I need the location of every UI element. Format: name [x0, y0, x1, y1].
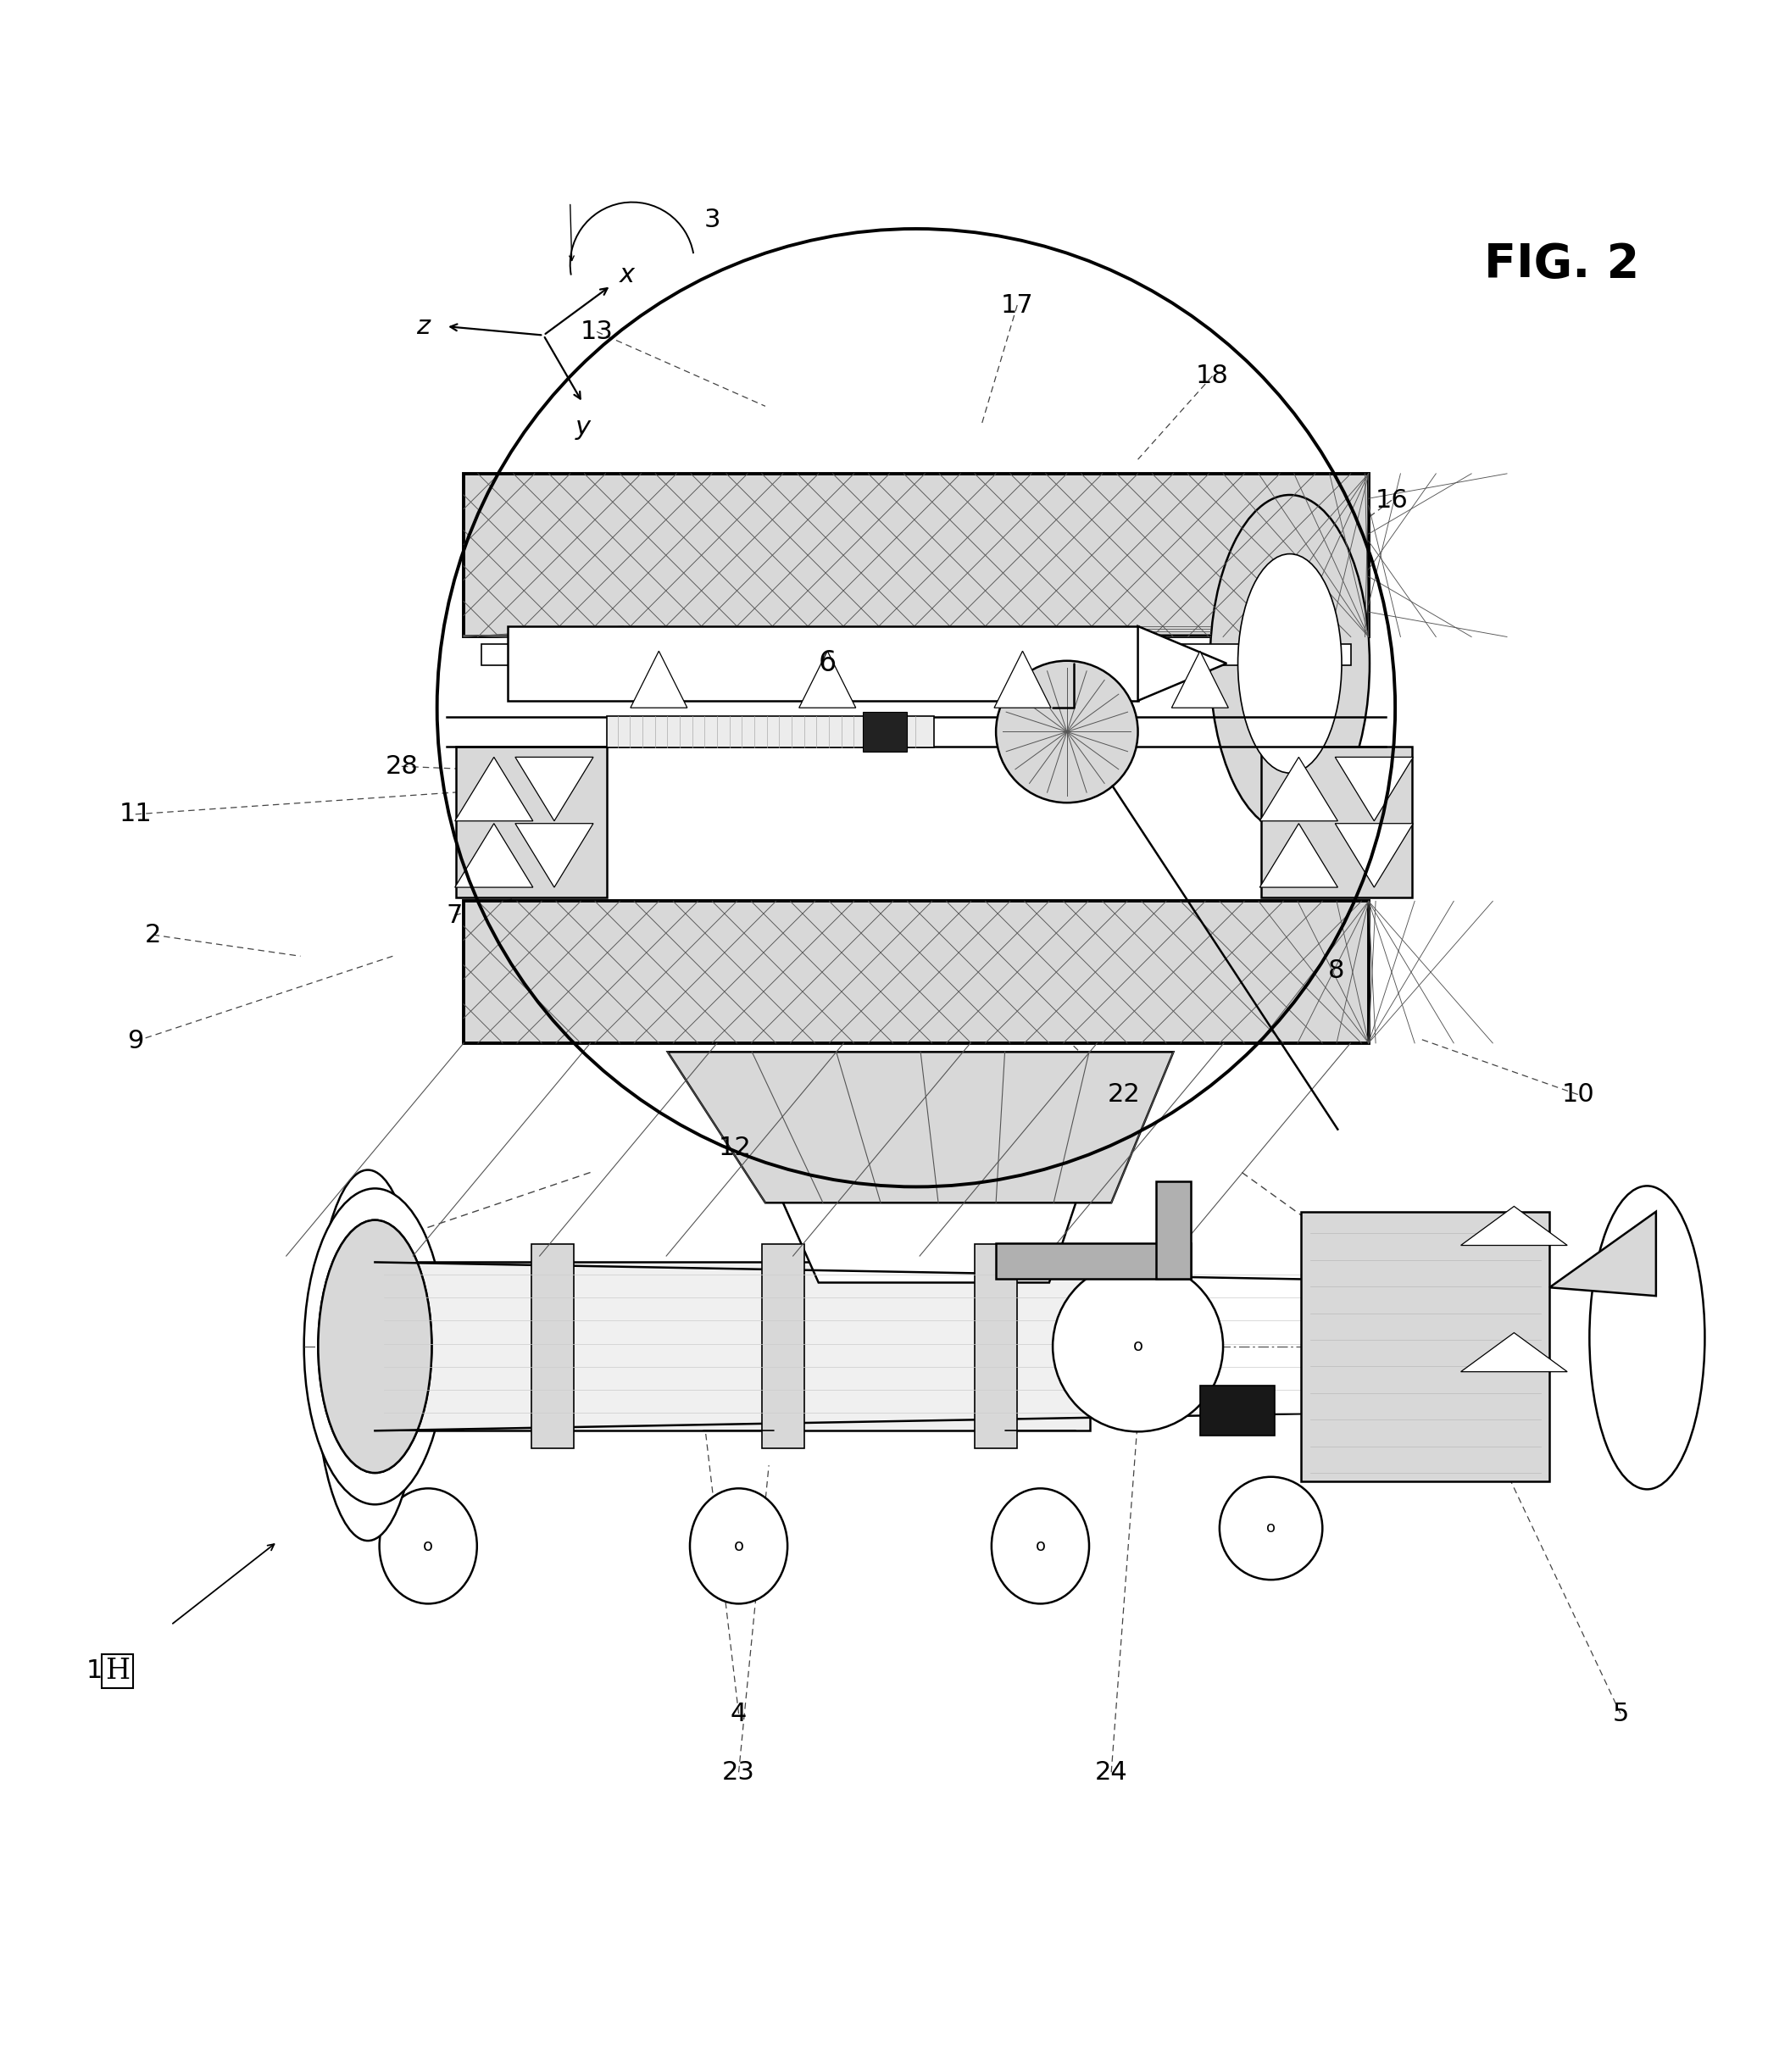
Text: o: o — [423, 1537, 434, 1554]
Circle shape — [996, 661, 1139, 802]
Text: 24: 24 — [1094, 1759, 1128, 1784]
Ellipse shape — [315, 1171, 422, 1542]
Ellipse shape — [1210, 495, 1370, 833]
Bar — [863, 713, 907, 752]
Polygon shape — [516, 823, 592, 887]
Bar — [761, 1245, 804, 1448]
Polygon shape — [1334, 756, 1413, 821]
Text: x: x — [619, 263, 635, 288]
Polygon shape — [1260, 823, 1338, 887]
Ellipse shape — [304, 1189, 447, 1504]
Text: o: o — [733, 1537, 744, 1554]
Text: 7: 7 — [447, 903, 463, 928]
Polygon shape — [516, 756, 592, 821]
Text: o: o — [1035, 1537, 1046, 1554]
Text: 12: 12 — [719, 1135, 751, 1160]
Text: H: H — [105, 1658, 130, 1685]
Text: 2: 2 — [144, 922, 162, 947]
Text: 18: 18 — [1195, 365, 1229, 387]
Polygon shape — [1334, 823, 1413, 887]
Polygon shape — [630, 651, 687, 709]
Ellipse shape — [1238, 553, 1341, 773]
Bar — [607, 715, 934, 748]
Text: 9: 9 — [128, 1030, 144, 1053]
Bar — [464, 474, 1368, 636]
Text: FIG. 2: FIG. 2 — [1484, 242, 1638, 288]
Polygon shape — [1461, 1206, 1567, 1245]
Text: 10: 10 — [1562, 1082, 1594, 1106]
Polygon shape — [1461, 1332, 1567, 1372]
Polygon shape — [1103, 626, 1210, 636]
Bar — [464, 901, 1368, 1042]
Polygon shape — [783, 1202, 1076, 1283]
Polygon shape — [464, 477, 623, 636]
Text: z: z — [416, 315, 431, 338]
Text: 1: 1 — [87, 1660, 103, 1682]
Polygon shape — [1260, 756, 1338, 821]
Bar — [532, 1245, 573, 1448]
Text: 3: 3 — [704, 207, 720, 232]
Text: 22: 22 — [1107, 1082, 1140, 1106]
Text: o: o — [1267, 1521, 1276, 1535]
Bar — [1261, 746, 1413, 897]
Text: y: y — [575, 414, 591, 439]
Bar — [1156, 1181, 1192, 1278]
Ellipse shape — [318, 1220, 432, 1473]
Bar — [996, 1243, 1192, 1278]
Ellipse shape — [690, 1488, 788, 1604]
Text: o: o — [1133, 1339, 1142, 1355]
Ellipse shape — [1220, 1477, 1322, 1579]
Text: 11: 11 — [119, 802, 151, 827]
Polygon shape — [994, 651, 1051, 709]
Bar — [1201, 1386, 1274, 1436]
Text: 16: 16 — [1375, 487, 1407, 512]
Ellipse shape — [991, 1488, 1089, 1604]
Text: 6: 6 — [818, 649, 836, 678]
Bar — [975, 1245, 1018, 1448]
Polygon shape — [1226, 611, 1368, 663]
Text: 17: 17 — [1002, 292, 1034, 317]
Text: 28: 28 — [384, 754, 418, 779]
Text: 23: 23 — [722, 1759, 754, 1784]
Circle shape — [1053, 1262, 1224, 1432]
Text: 4: 4 — [731, 1701, 747, 1726]
Polygon shape — [1550, 1212, 1656, 1295]
Bar — [482, 644, 1350, 665]
Text: 8: 8 — [1329, 957, 1345, 982]
Text: 13: 13 — [580, 319, 614, 344]
Text: 5: 5 — [1612, 1701, 1630, 1726]
Bar — [455, 746, 607, 897]
Ellipse shape — [1589, 1185, 1704, 1490]
Polygon shape — [1139, 626, 1226, 700]
Bar — [509, 626, 1139, 700]
Bar — [1300, 1212, 1550, 1481]
Polygon shape — [667, 1053, 1174, 1202]
Polygon shape — [455, 823, 534, 887]
Bar — [375, 1262, 1091, 1432]
Ellipse shape — [379, 1488, 477, 1604]
Polygon shape — [455, 756, 534, 821]
Circle shape — [336, 1316, 415, 1394]
Ellipse shape — [318, 1220, 432, 1473]
Polygon shape — [1172, 651, 1228, 709]
Polygon shape — [799, 651, 856, 709]
